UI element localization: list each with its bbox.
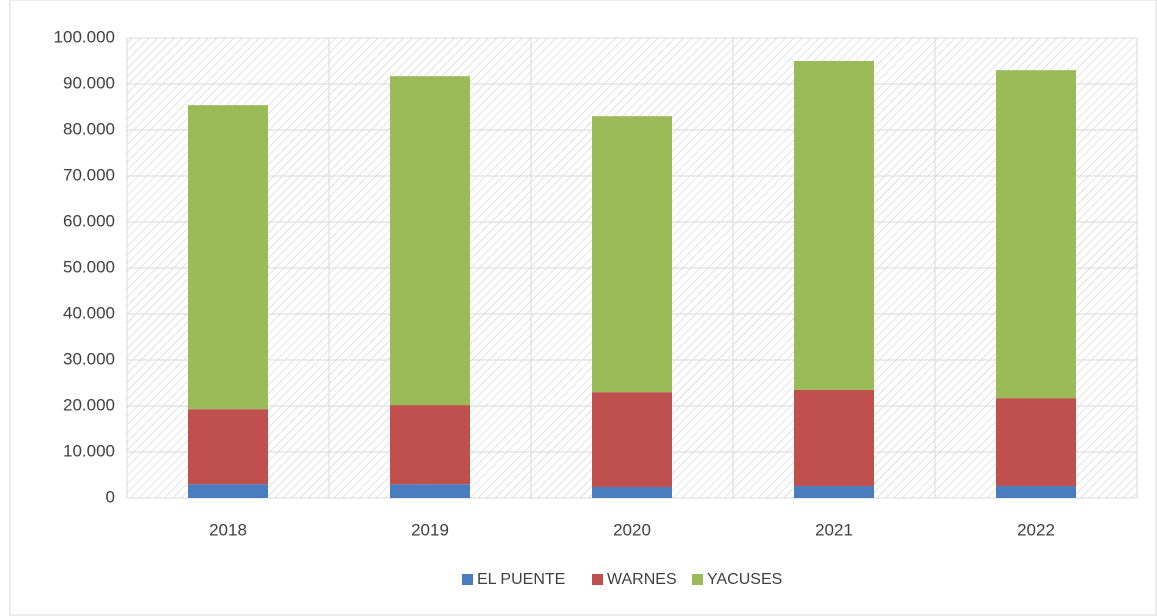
- bar-segment: [592, 486, 672, 498]
- bar-segment: [794, 61, 874, 390]
- x-tick-label: 2018: [209, 520, 247, 539]
- bar-segment: [592, 116, 672, 393]
- bar-segment: [188, 105, 268, 410]
- x-tick-label: 2021: [815, 520, 853, 539]
- legend-swatch: [592, 574, 603, 585]
- bar-segment: [794, 389, 874, 487]
- bar-segment: [996, 398, 1076, 487]
- legend-label: YACUSES: [707, 571, 782, 588]
- bar-segment: [390, 405, 470, 485]
- x-tick-label: 2019: [411, 520, 449, 539]
- legend-swatch: [462, 574, 473, 585]
- bar-segment: [996, 486, 1076, 498]
- bar-segment: [188, 484, 268, 498]
- y-tick-label: 0: [106, 487, 115, 506]
- bar-segment: [188, 409, 268, 485]
- y-tick-label: 100.000: [54, 27, 115, 46]
- legend-label: WARNES: [607, 571, 677, 588]
- legend-swatch: [692, 574, 703, 585]
- bar-segment: [794, 486, 874, 498]
- x-tick-label: 2020: [613, 520, 651, 539]
- y-tick-label: 90.000: [63, 73, 115, 92]
- bar-segment: [390, 484, 470, 498]
- y-tick-label: 10.000: [63, 441, 115, 460]
- y-tick-label: 20.000: [63, 395, 115, 414]
- bar-segment: [390, 76, 470, 406]
- x-tick-label: 2022: [1017, 520, 1055, 539]
- bar-segment: [996, 70, 1076, 399]
- y-tick-label: 40.000: [63, 303, 115, 322]
- y-tick-label: 30.000: [63, 349, 115, 368]
- legend-label: EL PUENTE: [477, 571, 565, 588]
- y-tick-label: 60.000: [63, 211, 115, 230]
- y-tick-label: 50.000: [63, 257, 115, 276]
- y-tick-label: 80.000: [63, 119, 115, 138]
- bar-segment: [592, 392, 672, 487]
- y-tick-label: 70.000: [63, 165, 115, 184]
